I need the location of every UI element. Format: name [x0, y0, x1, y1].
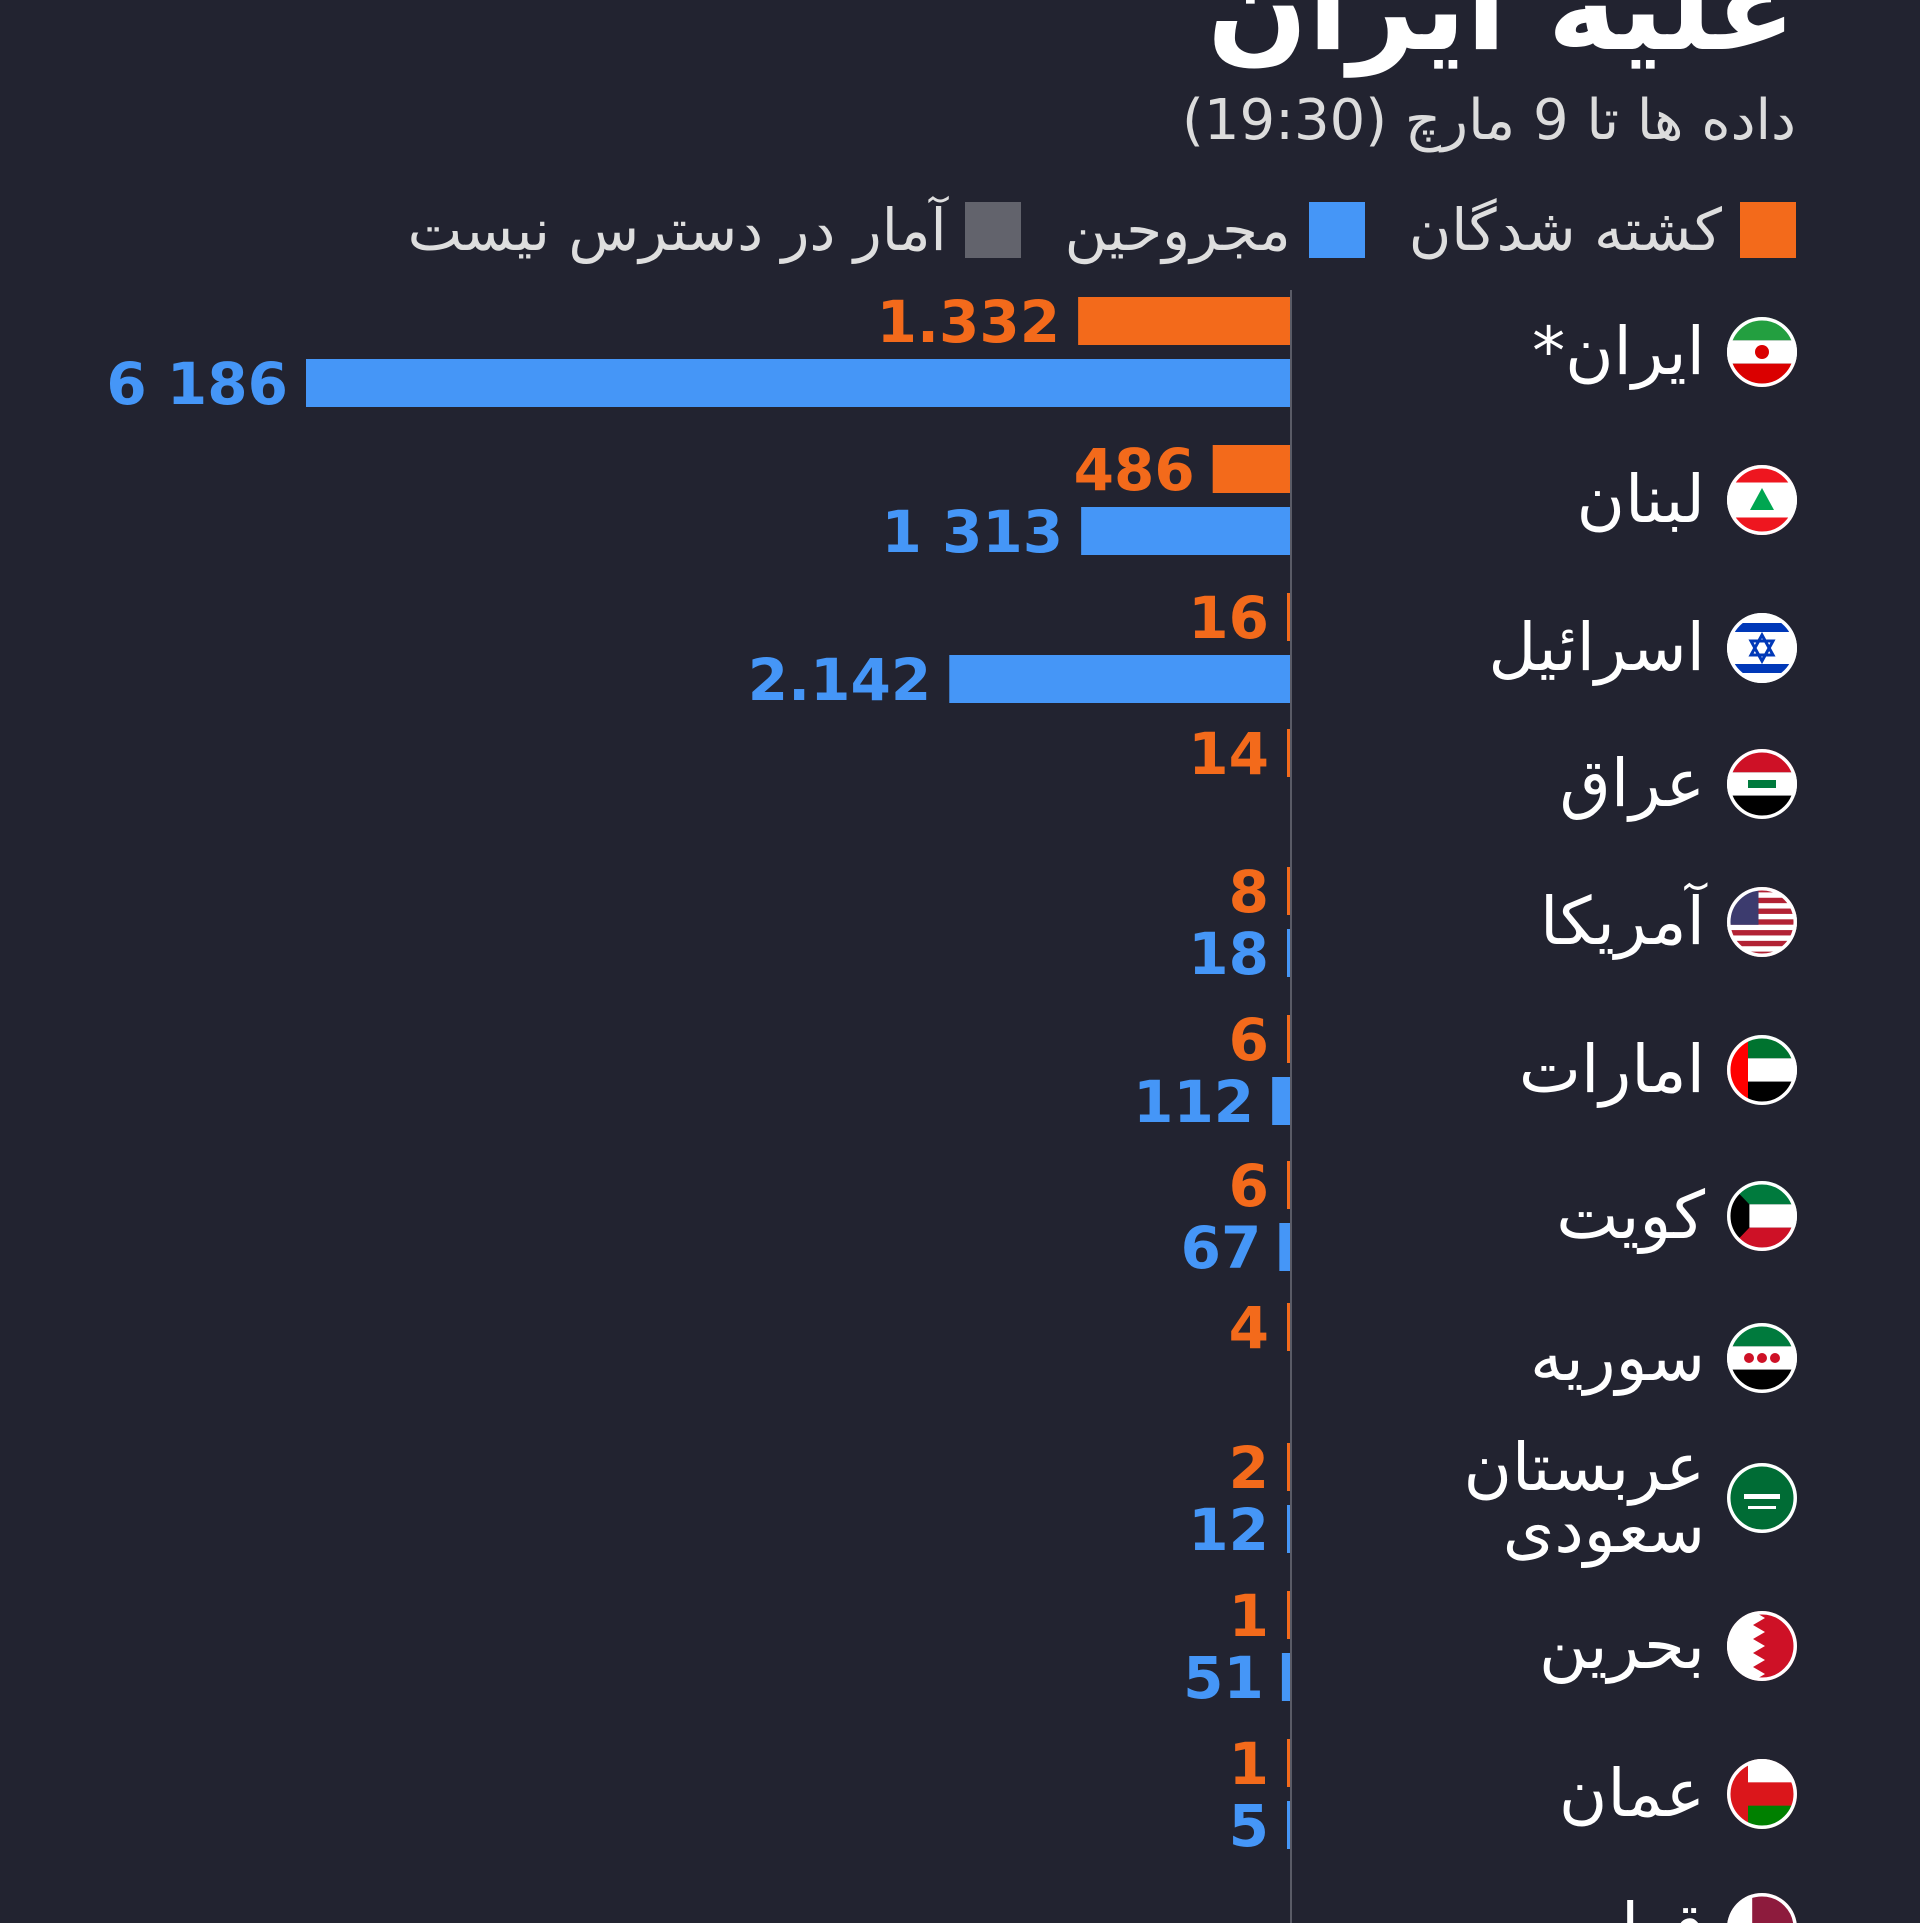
killed-bar: [1287, 867, 1290, 915]
oman-flag-icon: [1727, 1759, 1797, 1829]
killed-bar: [1287, 593, 1290, 641]
killed-value-label: 1.332: [877, 288, 1060, 356]
killed-value-label: 16: [1188, 584, 1269, 652]
country-label: امارات: [1519, 1031, 1705, 1108]
killed-value-label: 1: [1229, 1730, 1269, 1798]
country-label: عربستان سعودی: [1463, 1429, 1705, 1568]
wounded-bar: [949, 655, 1290, 703]
saudi-flag-icon: [1727, 1463, 1797, 1533]
wounded-value-label: 6 186: [106, 350, 288, 418]
syria-flag-icon: [1727, 1323, 1797, 1393]
killed-value-label: 486: [1074, 436, 1195, 504]
legend-label-na: آمار در دسترس نیست: [407, 196, 947, 264]
wounded-value-label: 51: [1183, 1644, 1264, 1712]
killed-bar: [1287, 1015, 1290, 1063]
country-label: قطر: [1580, 1889, 1705, 1923]
legend-swatch-wounded: [1308, 202, 1365, 258]
wounded-bar: [306, 359, 1290, 407]
lebanon-flag-icon: [1727, 465, 1797, 535]
uae-flag-icon: [1727, 1035, 1797, 1105]
page-title: علیه ایران: [1207, 0, 1796, 77]
killed-value-label: 8: [1229, 858, 1269, 926]
usa-flag-icon: [1727, 887, 1797, 957]
wounded-bar: [1272, 1077, 1290, 1125]
country-label: سوریه: [1530, 1319, 1705, 1396]
country-label: عمان: [1559, 1755, 1705, 1832]
wounded-value-label: 5: [1229, 1792, 1269, 1860]
country-label: لبنان: [1576, 461, 1705, 538]
wounded-bar: [1081, 507, 1290, 555]
wounded-bar: [1287, 1505, 1290, 1553]
killed-bar: [1287, 1443, 1290, 1491]
kuwait-flag-icon: [1727, 1181, 1797, 1251]
legend-item-wounded: مجروحین: [1065, 196, 1365, 264]
country-label: ایران*: [1532, 313, 1705, 390]
legend-label-wounded: مجروحین: [1064, 196, 1291, 264]
wounded-bar: [1287, 929, 1290, 977]
killed-bar: [1078, 297, 1290, 345]
qatar-flag-icon: [1727, 1893, 1797, 1923]
legend-swatch-killed: [1740, 202, 1796, 258]
killed-value-label: 2: [1229, 1434, 1269, 1502]
killed-bar: [1287, 729, 1290, 777]
israel-flag-icon: [1727, 613, 1797, 683]
country-label: کویت: [1556, 1177, 1705, 1254]
killed-value-label: 4: [1229, 1294, 1269, 1362]
wounded-value-label: 18: [1188, 920, 1269, 988]
wounded-value-label: 67: [1181, 1214, 1262, 1282]
bahrain-flag-icon: [1727, 1611, 1797, 1681]
killed-value-label: 6: [1229, 1152, 1269, 1220]
legend-item-na: آمار در دسترس نیست: [408, 196, 1021, 264]
iraq-flag-icon: [1727, 749, 1797, 819]
wounded-bar: [1281, 1653, 1290, 1701]
country-label: بحرین: [1539, 1607, 1705, 1684]
legend-label-killed: کشته شدگان: [1408, 196, 1722, 264]
killed-bar: [1212, 445, 1290, 493]
wounded-bar: [1287, 1801, 1290, 1849]
wounded-value-label: 2.142: [748, 646, 931, 714]
killed-value-label: 6: [1229, 1006, 1269, 1074]
wounded-bar: [1279, 1223, 1290, 1271]
country-label: عراق: [1560, 745, 1705, 822]
chart-legend: کشته شدگان مجروحین آمار در دسترس نیست: [408, 196, 1796, 264]
iran-flag-icon: [1727, 317, 1797, 387]
wounded-value-label: 112: [1133, 1068, 1254, 1136]
killed-bar: [1287, 1303, 1290, 1351]
killed-value-label: 1: [1229, 1582, 1269, 1650]
killed-bar: [1287, 1591, 1290, 1639]
wounded-value-label: 12: [1188, 1496, 1269, 1564]
country-label: اسرائیل: [1488, 609, 1705, 686]
legend-item-killed: کشته شدگان: [1409, 196, 1796, 264]
page-subtitle: داده ها تا 9 مارچ (19:30): [1181, 88, 1796, 153]
country-label: آمریکا: [1540, 882, 1708, 960]
wounded-value-label: 1 313: [882, 498, 1064, 566]
killed-value-label: 14: [1188, 720, 1269, 788]
killed-bar: [1287, 1739, 1290, 1787]
legend-swatch-na: [964, 202, 1021, 258]
killed-bar: [1287, 1161, 1290, 1209]
